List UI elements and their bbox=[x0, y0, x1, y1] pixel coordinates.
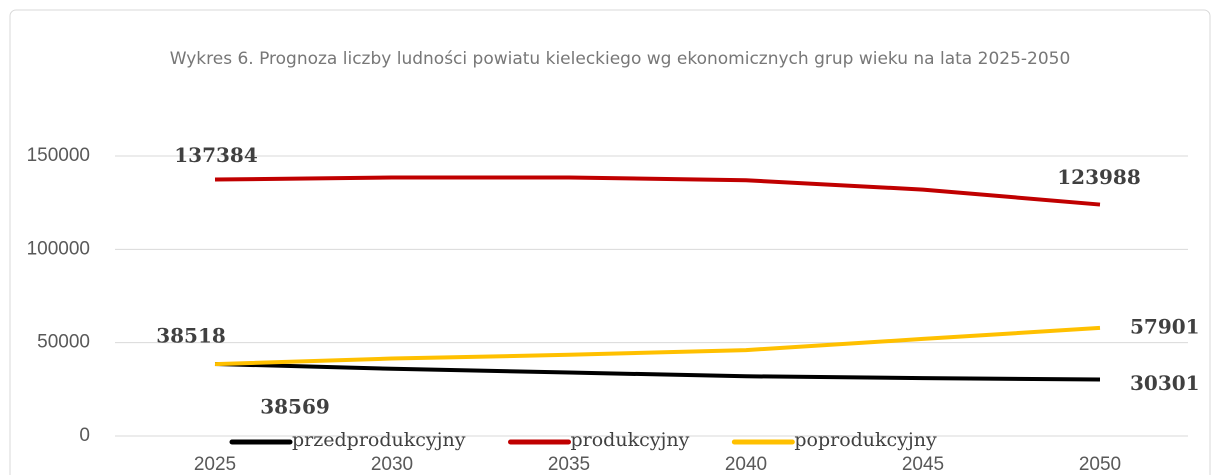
series-line bbox=[214, 175, 1101, 207]
data-label: 137384 bbox=[174, 143, 258, 167]
x-tick-label: 2025 bbox=[194, 454, 236, 475]
chart-border bbox=[9, 9, 1211, 475]
x-tick-label: 2050 bbox=[1079, 454, 1121, 475]
series-line bbox=[214, 325, 1101, 367]
chart-title: Wykres 6. Prognoza liczby ludności powia… bbox=[169, 49, 1071, 69]
data-label: 57901 bbox=[1130, 314, 1200, 338]
data-label: 123988 bbox=[1057, 165, 1141, 189]
legend-label: poprodukcyjny bbox=[794, 429, 937, 451]
x-tick-label: 2030 bbox=[371, 454, 413, 475]
x-tick-label: 2035 bbox=[548, 454, 590, 475]
legend-label: produkcyjny bbox=[571, 429, 690, 451]
series-line bbox=[214, 362, 1101, 382]
x-tick-label: 2040 bbox=[725, 454, 767, 475]
y-tick-label: 100000 bbox=[27, 238, 90, 259]
y-tick-label: 0 bbox=[79, 425, 90, 446]
data-label: 38518 bbox=[156, 324, 226, 348]
y-tick-label: 50000 bbox=[37, 332, 90, 353]
data-label: 30301 bbox=[1130, 371, 1200, 395]
y-tick-label: 150000 bbox=[27, 145, 90, 166]
legend-label: przedprodukcyjny bbox=[292, 429, 466, 451]
x-tick-label: 2045 bbox=[902, 454, 944, 475]
data-label: 38569 bbox=[260, 395, 330, 419]
